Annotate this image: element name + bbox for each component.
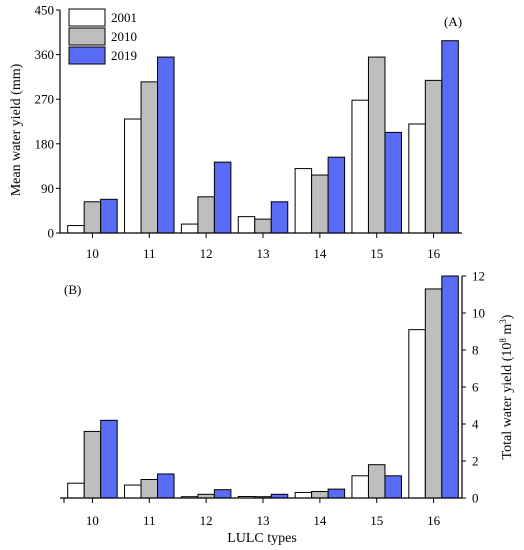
panel-b-xtick-label-11: 11	[143, 513, 156, 528]
panel-b-ytick-label-8: 8	[472, 343, 479, 358]
panel-a-bar-12-2001	[180, 223, 199, 234]
panel-a-xtick-label-15: 15	[370, 246, 383, 261]
panel-a-bar-16-2010	[424, 79, 443, 234]
panel-b-ytick-label-2: 2	[472, 454, 479, 469]
panel-a-bar-10-2019	[100, 198, 118, 234]
panel-a-bar-16-2019	[441, 40, 459, 234]
panel-a-bar-13-2010	[254, 218, 272, 234]
panel-b-ytick-label-6: 6	[472, 380, 479, 395]
panel-a-ylabel: Mean water yield (mm)	[9, 63, 24, 196]
panel-b-ylabel: Total water yield (108 m3)	[498, 314, 515, 459]
panel-a-bar-12-2010	[197, 196, 215, 234]
panel-a-bar-10-2010	[83, 201, 102, 234]
panel-a-bar-15-2019	[384, 131, 402, 234]
panel-b-bar-15-2010	[367, 464, 386, 499]
legend-label-2001: 2001	[111, 10, 137, 25]
panel-b-tag: (B)	[64, 282, 81, 297]
panel-a-xtick-label-13: 13	[257, 246, 270, 261]
panel-b-bar-15-2019	[384, 475, 402, 499]
panel-a-bar-14-2010	[311, 174, 329, 234]
panel-a-ytick-label-360: 360	[35, 47, 55, 62]
panel-b-bar-16-2019	[441, 275, 459, 499]
panel-b-ytick-label-0: 0	[472, 491, 479, 506]
panel-b-bar-16-2001	[408, 329, 426, 499]
panel-b-bar-14-2010	[311, 491, 329, 499]
panel-a-axes: 0 90 180 270 360 450 10 11 12 13 14 15 16	[35, 3, 462, 261]
panel-b-bar-11-2010	[140, 479, 159, 499]
panel-a-ytick-label-270: 270	[35, 92, 55, 107]
panel-b-bar-11-2019	[157, 473, 175, 499]
panel-b-bar-10-2001	[67, 482, 85, 499]
panel-a-ytick-label-90: 90	[41, 181, 54, 196]
panel-a-bar-12-2019	[213, 161, 232, 234]
panel-b-bar-10-2010	[83, 430, 102, 499]
panel-b-bar-15-2001	[351, 475, 369, 499]
panel-a-bar-13-2001	[237, 216, 256, 234]
panel-a-xtick-label-11: 11	[143, 246, 156, 261]
panel-b-chart: 0 2 4 6 8 10 12 10 11 12 13 14 15 16 (B) LULC types T…	[60, 269, 515, 546]
panel-a-bars	[67, 40, 459, 234]
panel-a-bar-10-2001	[67, 225, 85, 234]
panel-b-xtick-label-13: 13	[257, 513, 270, 528]
legend-label-2010: 2010	[111, 29, 137, 44]
panel-b-ytick-label-10: 10	[472, 306, 485, 321]
panel-b-bar-12-2019	[213, 489, 232, 499]
legend-swatch-2001	[68, 8, 106, 27]
panel-a-bar-11-2019	[157, 56, 175, 234]
panel-a-bar-14-2001	[294, 168, 313, 234]
panel-b-xtick-label-10: 10	[86, 513, 99, 528]
panel-a-bar-13-2019	[270, 201, 289, 234]
panel-b-xtick-label-16: 16	[427, 513, 441, 528]
panel-a-bar-14-2019	[327, 156, 346, 234]
panel-a-chart: 0 90 180 270 360 450 10 11 12 13 14 15 16 Mean water…	[9, 3, 462, 262]
panel-b-bar-11-2001	[124, 484, 142, 499]
panel-a-xtick-label-10: 10	[86, 246, 99, 261]
panel-a-xtick-label-14: 14	[313, 246, 327, 261]
panel-b-bar-14-2001	[294, 491, 313, 499]
panel-b-ytick-label-12: 12	[472, 269, 485, 284]
panel-b-bar-14-2019	[327, 488, 346, 499]
panel-b-xlabel: LULC types	[227, 531, 297, 546]
panel-a-ytick-label-0: 0	[48, 226, 55, 241]
legend-swatch-2010	[68, 27, 106, 46]
panel-a-xtick-label-12: 12	[200, 246, 213, 261]
panel-b-axes: 0 2 4 6 8 10 12 10 11 12 13 14 15 16	[60, 269, 485, 528]
panel-b-xtick-label-15: 15	[370, 513, 383, 528]
panel-b-bar-16-2010	[424, 288, 443, 499]
panel-b-xtick-label-14: 14	[313, 513, 327, 528]
legend-label-2019: 2019	[111, 48, 137, 63]
panel-a-bar-15-2001	[351, 99, 369, 234]
panel-a-tag: (A)	[444, 14, 462, 29]
panel-b-bars	[67, 275, 459, 499]
panel-b-bar-10-2019	[100, 419, 118, 499]
panel-a-bar-11-2001	[124, 118, 142, 234]
panel-b-ytick-label-4: 4	[472, 417, 479, 432]
legend: 2001 2010 2019	[68, 8, 137, 65]
legend-swatch-2019	[68, 46, 106, 65]
panel-a-bar-16-2001	[408, 123, 426, 234]
panel-a-ytick-label-180: 180	[35, 136, 55, 151]
panel-a-xtick-label-16: 16	[427, 246, 441, 261]
panel-b-xtick-label-12: 12	[200, 513, 213, 528]
panel-a-bar-11-2010	[140, 81, 159, 234]
panel-a-ytick-label-450: 450	[35, 3, 55, 18]
panel-a-bar-15-2010	[367, 56, 386, 234]
